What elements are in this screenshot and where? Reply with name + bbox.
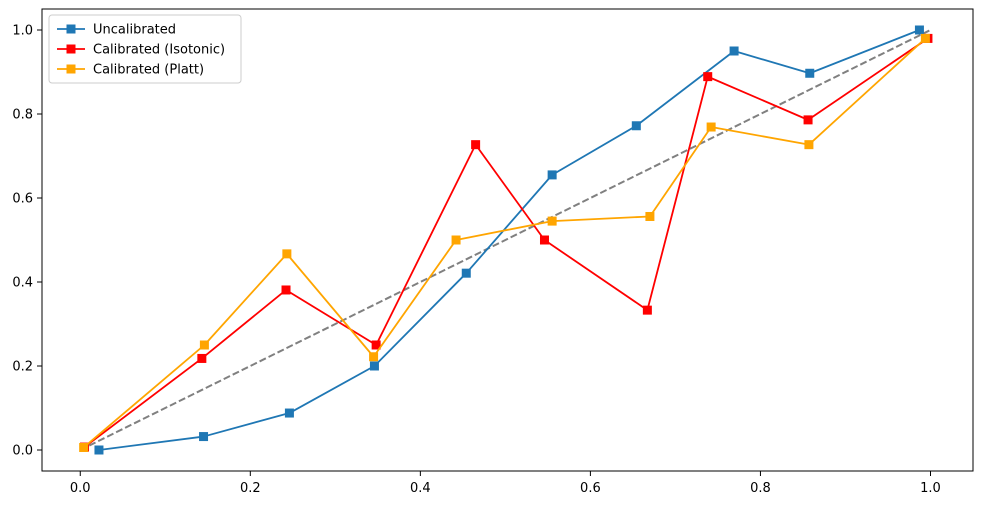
series-0-point — [547, 170, 557, 180]
series-line-1 — [83, 37, 929, 448]
series-2-point — [547, 216, 557, 226]
y-tick-label: 0.8 — [12, 108, 33, 123]
series-2-point — [804, 140, 814, 150]
series-2-point — [920, 33, 930, 43]
series-1-point — [803, 115, 813, 125]
series-2-point — [706, 122, 716, 132]
legend: Uncalibrated Calibrated (Isotonic) Calibra… — [48, 14, 242, 84]
x-tick-label: 0.8 — [750, 481, 771, 496]
series-1-point — [703, 72, 713, 82]
series-1-point — [281, 285, 291, 295]
series-0-point — [94, 445, 104, 455]
legend-marker-2 — [66, 64, 76, 74]
legend-label-0: Uncalibrated — [93, 23, 176, 38]
series-0-point — [729, 46, 739, 56]
series-2-point — [451, 235, 461, 245]
x-tick-label: 0.4 — [410, 481, 431, 496]
series-1-point — [642, 305, 652, 315]
series-1-point — [539, 235, 549, 245]
series-2-point — [369, 352, 379, 362]
reference-diagonal-line — [79, 29, 931, 451]
x-tick-label: 0.2 — [240, 481, 261, 496]
x-tick-label: 0.6 — [580, 481, 601, 496]
x-tick-label: 0.0 — [70, 481, 91, 496]
legend-label-1: Calibrated (Isotonic) — [93, 43, 225, 58]
y-tick-label: 0.4 — [12, 276, 33, 291]
series-0-point — [631, 121, 641, 131]
series-0-point — [914, 25, 924, 35]
plot-frame — [41, 8, 974, 472]
series-2-point — [79, 442, 89, 452]
series-1-point — [371, 340, 381, 350]
y-tick-label: 0.0 — [12, 444, 33, 459]
series-0-point — [461, 268, 471, 278]
series-0-point — [199, 432, 209, 442]
series-0-point — [369, 361, 379, 371]
y-tick-label: 0.2 — [12, 360, 33, 375]
series-2-point — [645, 211, 655, 221]
series-0-point — [805, 68, 815, 78]
plot-layer — [79, 25, 933, 455]
x-tick-label: 1.0 — [920, 481, 941, 496]
legend-box — [48, 14, 242, 84]
series-0-point — [284, 408, 294, 418]
series-2-point — [199, 340, 209, 350]
legend-label-2: Calibrated (Platt) — [93, 63, 204, 78]
axes-layer: 0.0 0.2 0.4 0.6 0.8 1.0 0.0 0.2 0.4 0.6 0.8 1.0 — [12, 8, 974, 496]
y-tick-label: 0.6 — [12, 192, 33, 207]
series-line-0 — [98, 29, 920, 451]
legend-marker-0 — [66, 24, 76, 34]
series-2-point — [282, 249, 292, 259]
series-1-point — [197, 353, 207, 363]
series-1-point — [471, 140, 481, 150]
series-line-2 — [83, 37, 926, 449]
y-tick-label: 1.0 — [12, 24, 33, 39]
legend-marker-1 — [66, 44, 76, 54]
